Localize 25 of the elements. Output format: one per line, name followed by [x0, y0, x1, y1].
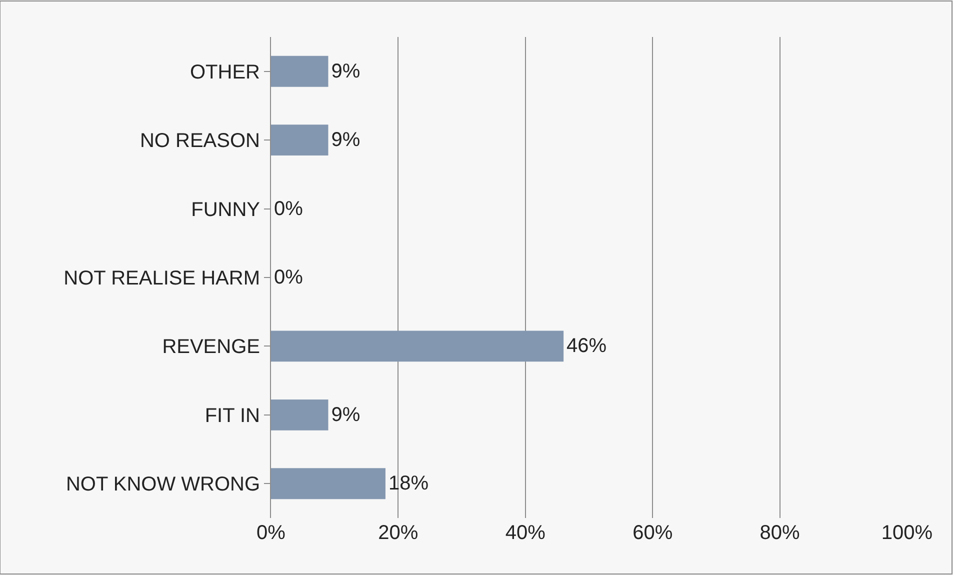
x-tick-label: 0% [256, 522, 286, 544]
data-label: 46% [566, 335, 607, 358]
x-tick-label: 20% [378, 522, 418, 544]
data-label: 0% [274, 266, 304, 288]
y-tick-label: FUNNY [191, 198, 260, 221]
bar [271, 399, 328, 430]
bar [271, 56, 328, 87]
y-tick-label: FIT IN [204, 404, 260, 427]
x-tick-label: 100% [881, 522, 933, 544]
data-label: 0% [274, 198, 304, 220]
x-tick-label: 60% [632, 522, 673, 544]
bar [271, 468, 386, 500]
bar [271, 124, 328, 156]
data-label: 9% [331, 129, 360, 152]
y-tick-label: REVENGE [162, 336, 260, 358]
data-label: 9% [331, 60, 360, 82]
y-tick-label: NOT KNOW WRONG [66, 474, 260, 496]
x-tick-label: 80% [760, 522, 800, 544]
y-tick-label: NOT REALISE HARM [64, 268, 260, 290]
data-label: 9% [331, 404, 360, 426]
bar [271, 330, 564, 362]
y-tick-label: NO REASON [140, 130, 260, 152]
x-tick-label: 40% [505, 522, 546, 544]
y-tick-label: OTHER [190, 61, 260, 84]
data-label: 18% [388, 472, 429, 495]
